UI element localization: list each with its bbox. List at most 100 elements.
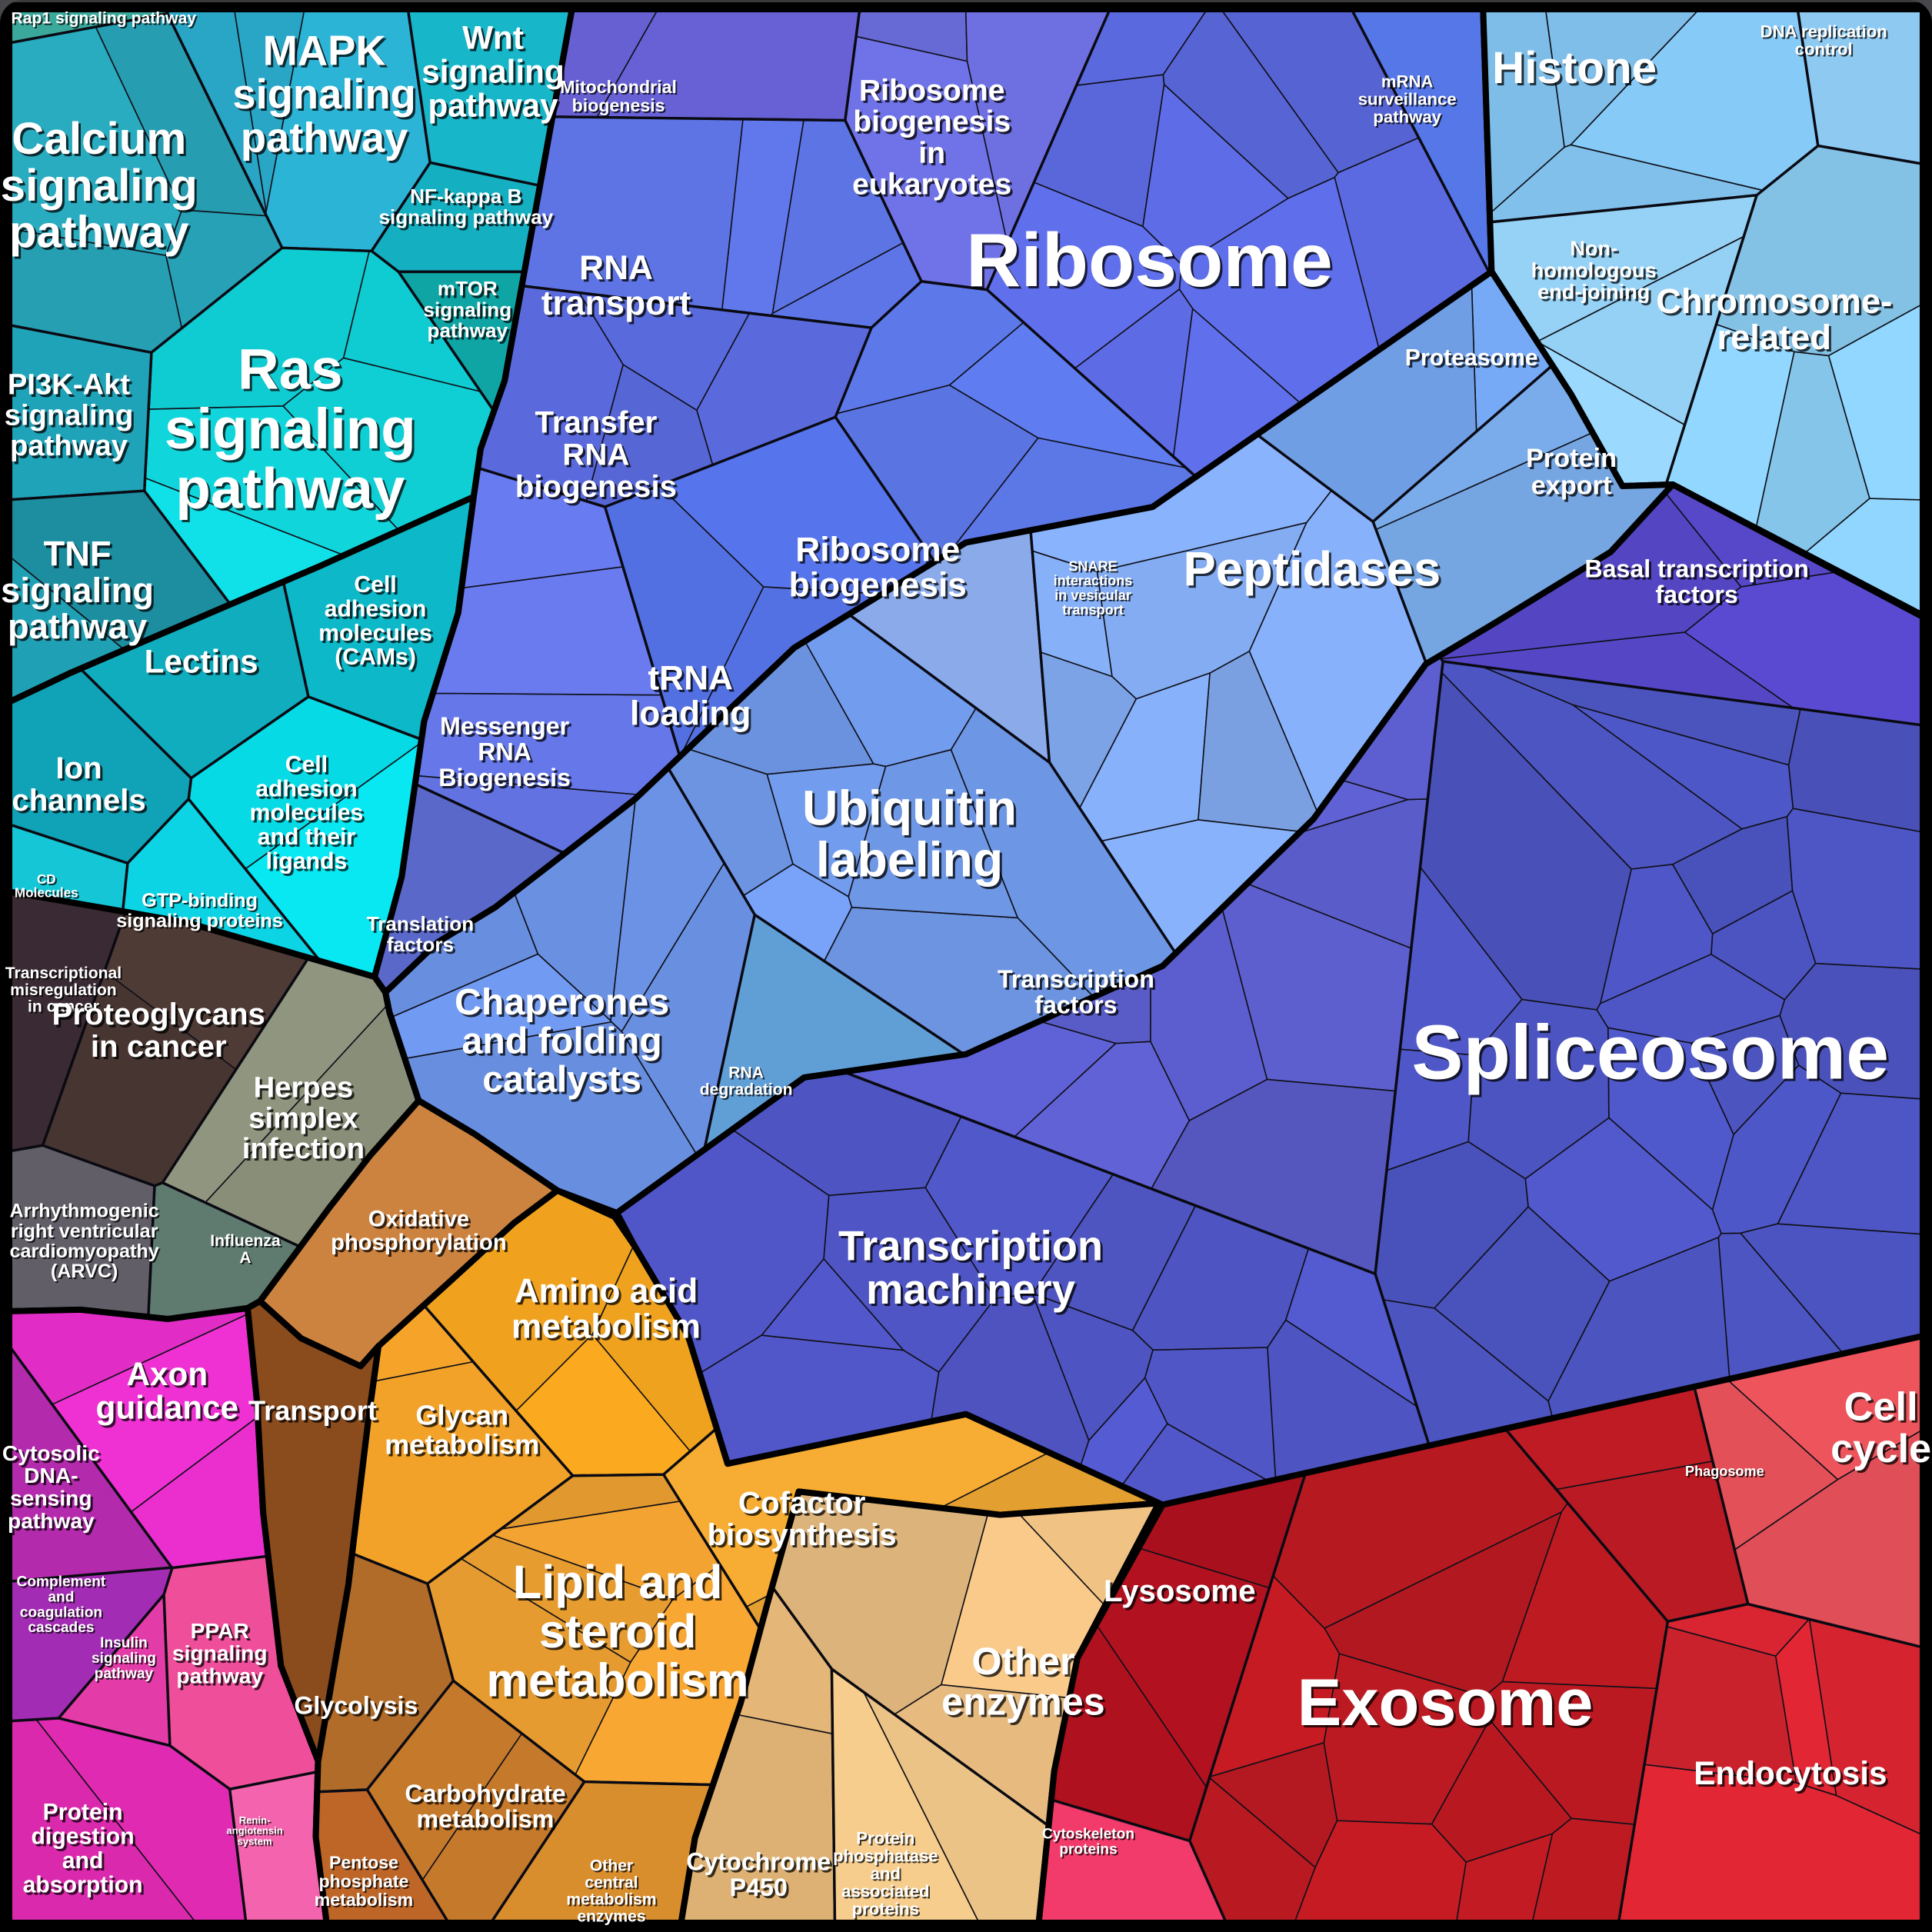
svg-text:associated: associated	[843, 1884, 931, 1903]
svg-text:Exosome: Exosome	[1300, 1668, 1596, 1742]
svg-text:enzymes: enzymes	[941, 1679, 1105, 1723]
svg-text:MAPK: MAPK	[265, 30, 388, 77]
svg-text:signaling pathway: signaling pathway	[381, 208, 555, 231]
svg-text:transport: transport	[1062, 602, 1124, 618]
svg-text:Cytochrome: Cytochrome	[686, 1847, 831, 1875]
svg-text:in cancer: in cancer	[29, 1000, 101, 1018]
svg-text:simplex: simplex	[251, 1104, 360, 1137]
svg-text:Proteoglycans: Proteoglycans	[55, 999, 268, 1034]
svg-text:Wnt: Wnt	[465, 22, 526, 58]
svg-text:RNA: RNA	[730, 1066, 765, 1084]
svg-text:Pentose: Pentose	[331, 1854, 400, 1874]
svg-text:DNA replication: DNA replication	[1762, 24, 1889, 43]
svg-text:Protein: Protein	[856, 1828, 914, 1847]
svg-text:biogenesis: biogenesis	[789, 566, 967, 604]
svg-text:absorption: absorption	[25, 1874, 145, 1900]
svg-text:Ribosome: Ribosome	[861, 75, 1008, 109]
svg-text:adhesion: adhesion	[325, 596, 427, 621]
svg-text:RNA: RNA	[579, 249, 653, 287]
svg-text:factors: factors	[1037, 993, 1119, 1021]
svg-text:surveillance: surveillance	[1360, 92, 1458, 111]
svg-text:RNA: RNA	[565, 439, 631, 474]
svg-text:molecules: molecules	[318, 621, 432, 646]
svg-text:Glycan: Glycan	[418, 1402, 511, 1434]
svg-text:Spliceosome: Spliceosome	[1411, 1009, 1889, 1095]
svg-text:Arrhythmogenic: Arrhythmogenic	[11, 1202, 160, 1224]
svg-text:Lipid and: Lipid and	[513, 1556, 723, 1609]
svg-text:(CAMs): (CAMs)	[337, 647, 418, 672]
svg-text:Chaperones: Chaperones	[455, 981, 669, 1023]
svg-text:Ubiquitin: Ubiquitin	[802, 780, 1017, 835]
svg-text:Rap1 signaling pathway: Rap1 signaling pathway	[11, 10, 196, 28]
svg-text:infection: infection	[245, 1134, 367, 1168]
svg-text:mRNA: mRNA	[1381, 72, 1434, 92]
svg-text:biogenesis: biogenesis	[518, 471, 679, 506]
svg-text:Lysosome: Lysosome	[1106, 1576, 1258, 1611]
svg-text:MAPK: MAPK	[263, 28, 386, 75]
svg-text:Cell: Cell	[1847, 1387, 1920, 1432]
svg-text:digestion: digestion	[34, 1827, 137, 1852]
svg-text:Herpes: Herpes	[256, 1074, 356, 1107]
svg-text:pathway: pathway	[8, 1508, 95, 1533]
svg-text:Axon: Axon	[126, 1356, 208, 1392]
svg-text:Basal transcription: Basal transcription	[1584, 555, 1809, 583]
svg-text:RNA: RNA	[562, 437, 629, 471]
svg-text:signaling: signaling	[167, 399, 418, 463]
svg-text:signaling: signaling	[7, 401, 136, 435]
svg-text:factors: factors	[1034, 991, 1117, 1018]
svg-text:Cytosolic: Cytosolic	[2, 1441, 100, 1465]
svg-text:pathway: pathway	[430, 321, 511, 345]
svg-text:pathway: pathway	[8, 607, 147, 646]
svg-text:end-joining: end-joining	[1537, 280, 1650, 304]
svg-text:Protein: Protein	[858, 1830, 916, 1849]
svg-text:tRNA: tRNA	[650, 661, 735, 699]
svg-text:proteins: proteins	[852, 1900, 919, 1919]
svg-text:cascades: cascades	[28, 1620, 94, 1636]
svg-text:degradation: degradation	[701, 1083, 794, 1101]
svg-text:interactions: interactions	[1055, 575, 1134, 590]
svg-text:homologous: homologous	[1534, 260, 1659, 284]
svg-text:tRNA: tRNA	[648, 659, 733, 697]
svg-text:metabolism: metabolism	[568, 1892, 658, 1910]
svg-text:simplex: simplex	[248, 1101, 358, 1134]
svg-text:DNA-: DNA-	[24, 1463, 78, 1487]
svg-text:Proteoglycans: Proteoglycans	[52, 997, 265, 1031]
svg-text:in: in	[921, 138, 948, 172]
svg-text:central: central	[585, 1874, 638, 1891]
svg-text:eukaryotes: eukaryotes	[854, 170, 1014, 204]
svg-text:pathway: pathway	[243, 117, 410, 164]
svg-text:Ribosome: Ribosome	[798, 533, 962, 571]
svg-text:pathway: pathway	[95, 1666, 154, 1682]
svg-text:metabolism: metabolism	[487, 1654, 749, 1707]
svg-text:biogenesis: biogenesis	[855, 107, 1013, 141]
svg-text:Cell: Cell	[1844, 1385, 1918, 1430]
svg-text:export: export	[1534, 474, 1614, 503]
svg-text:in cancer: in cancer	[93, 1031, 229, 1066]
svg-text:Transfer: Transfer	[535, 405, 657, 439]
svg-text:Peptidases: Peptidases	[1184, 542, 1441, 596]
svg-text:Ribosome: Ribosome	[859, 73, 1005, 107]
svg-text:Arrhythmogenic: Arrhythmogenic	[9, 1201, 158, 1222]
svg-text:metabolism: metabolism	[315, 1890, 414, 1910]
svg-text:metabolism: metabolism	[511, 1308, 701, 1346]
svg-text:Protein: Protein	[45, 1802, 125, 1827]
svg-text:TNF: TNF	[44, 535, 112, 574]
svg-text:pathway: pathway	[241, 115, 408, 162]
svg-text:Cell: Cell	[288, 754, 330, 780]
svg-text:Carbohydrate: Carbohydrate	[405, 1780, 565, 1807]
svg-text:right ventricular: right ventricular	[11, 1221, 158, 1242]
svg-text:Wnt: Wnt	[462, 20, 524, 56]
svg-text:Transcriptional: Transcriptional	[5, 964, 122, 982]
svg-text:Cytoskeleton: Cytoskeleton	[1042, 1826, 1134, 1842]
svg-text:phosphatase: phosphatase	[834, 1847, 939, 1867]
svg-text:enzymes: enzymes	[944, 1681, 1108, 1725]
svg-text:signaling: signaling	[5, 399, 134, 432]
svg-text:Biogenesis: Biogenesis	[438, 764, 571, 791]
svg-text:Other: Other	[591, 1858, 635, 1876]
svg-text:signaling pathway: signaling pathway	[378, 205, 553, 228]
svg-text:catalysts: catalysts	[482, 1059, 641, 1101]
svg-text:Proteasome: Proteasome	[1407, 348, 1541, 373]
svg-text:PI3K-Akt: PI3K-Akt	[8, 368, 131, 401]
svg-text:Ras: Ras	[240, 340, 345, 404]
svg-text:infection: infection	[242, 1132, 365, 1165]
